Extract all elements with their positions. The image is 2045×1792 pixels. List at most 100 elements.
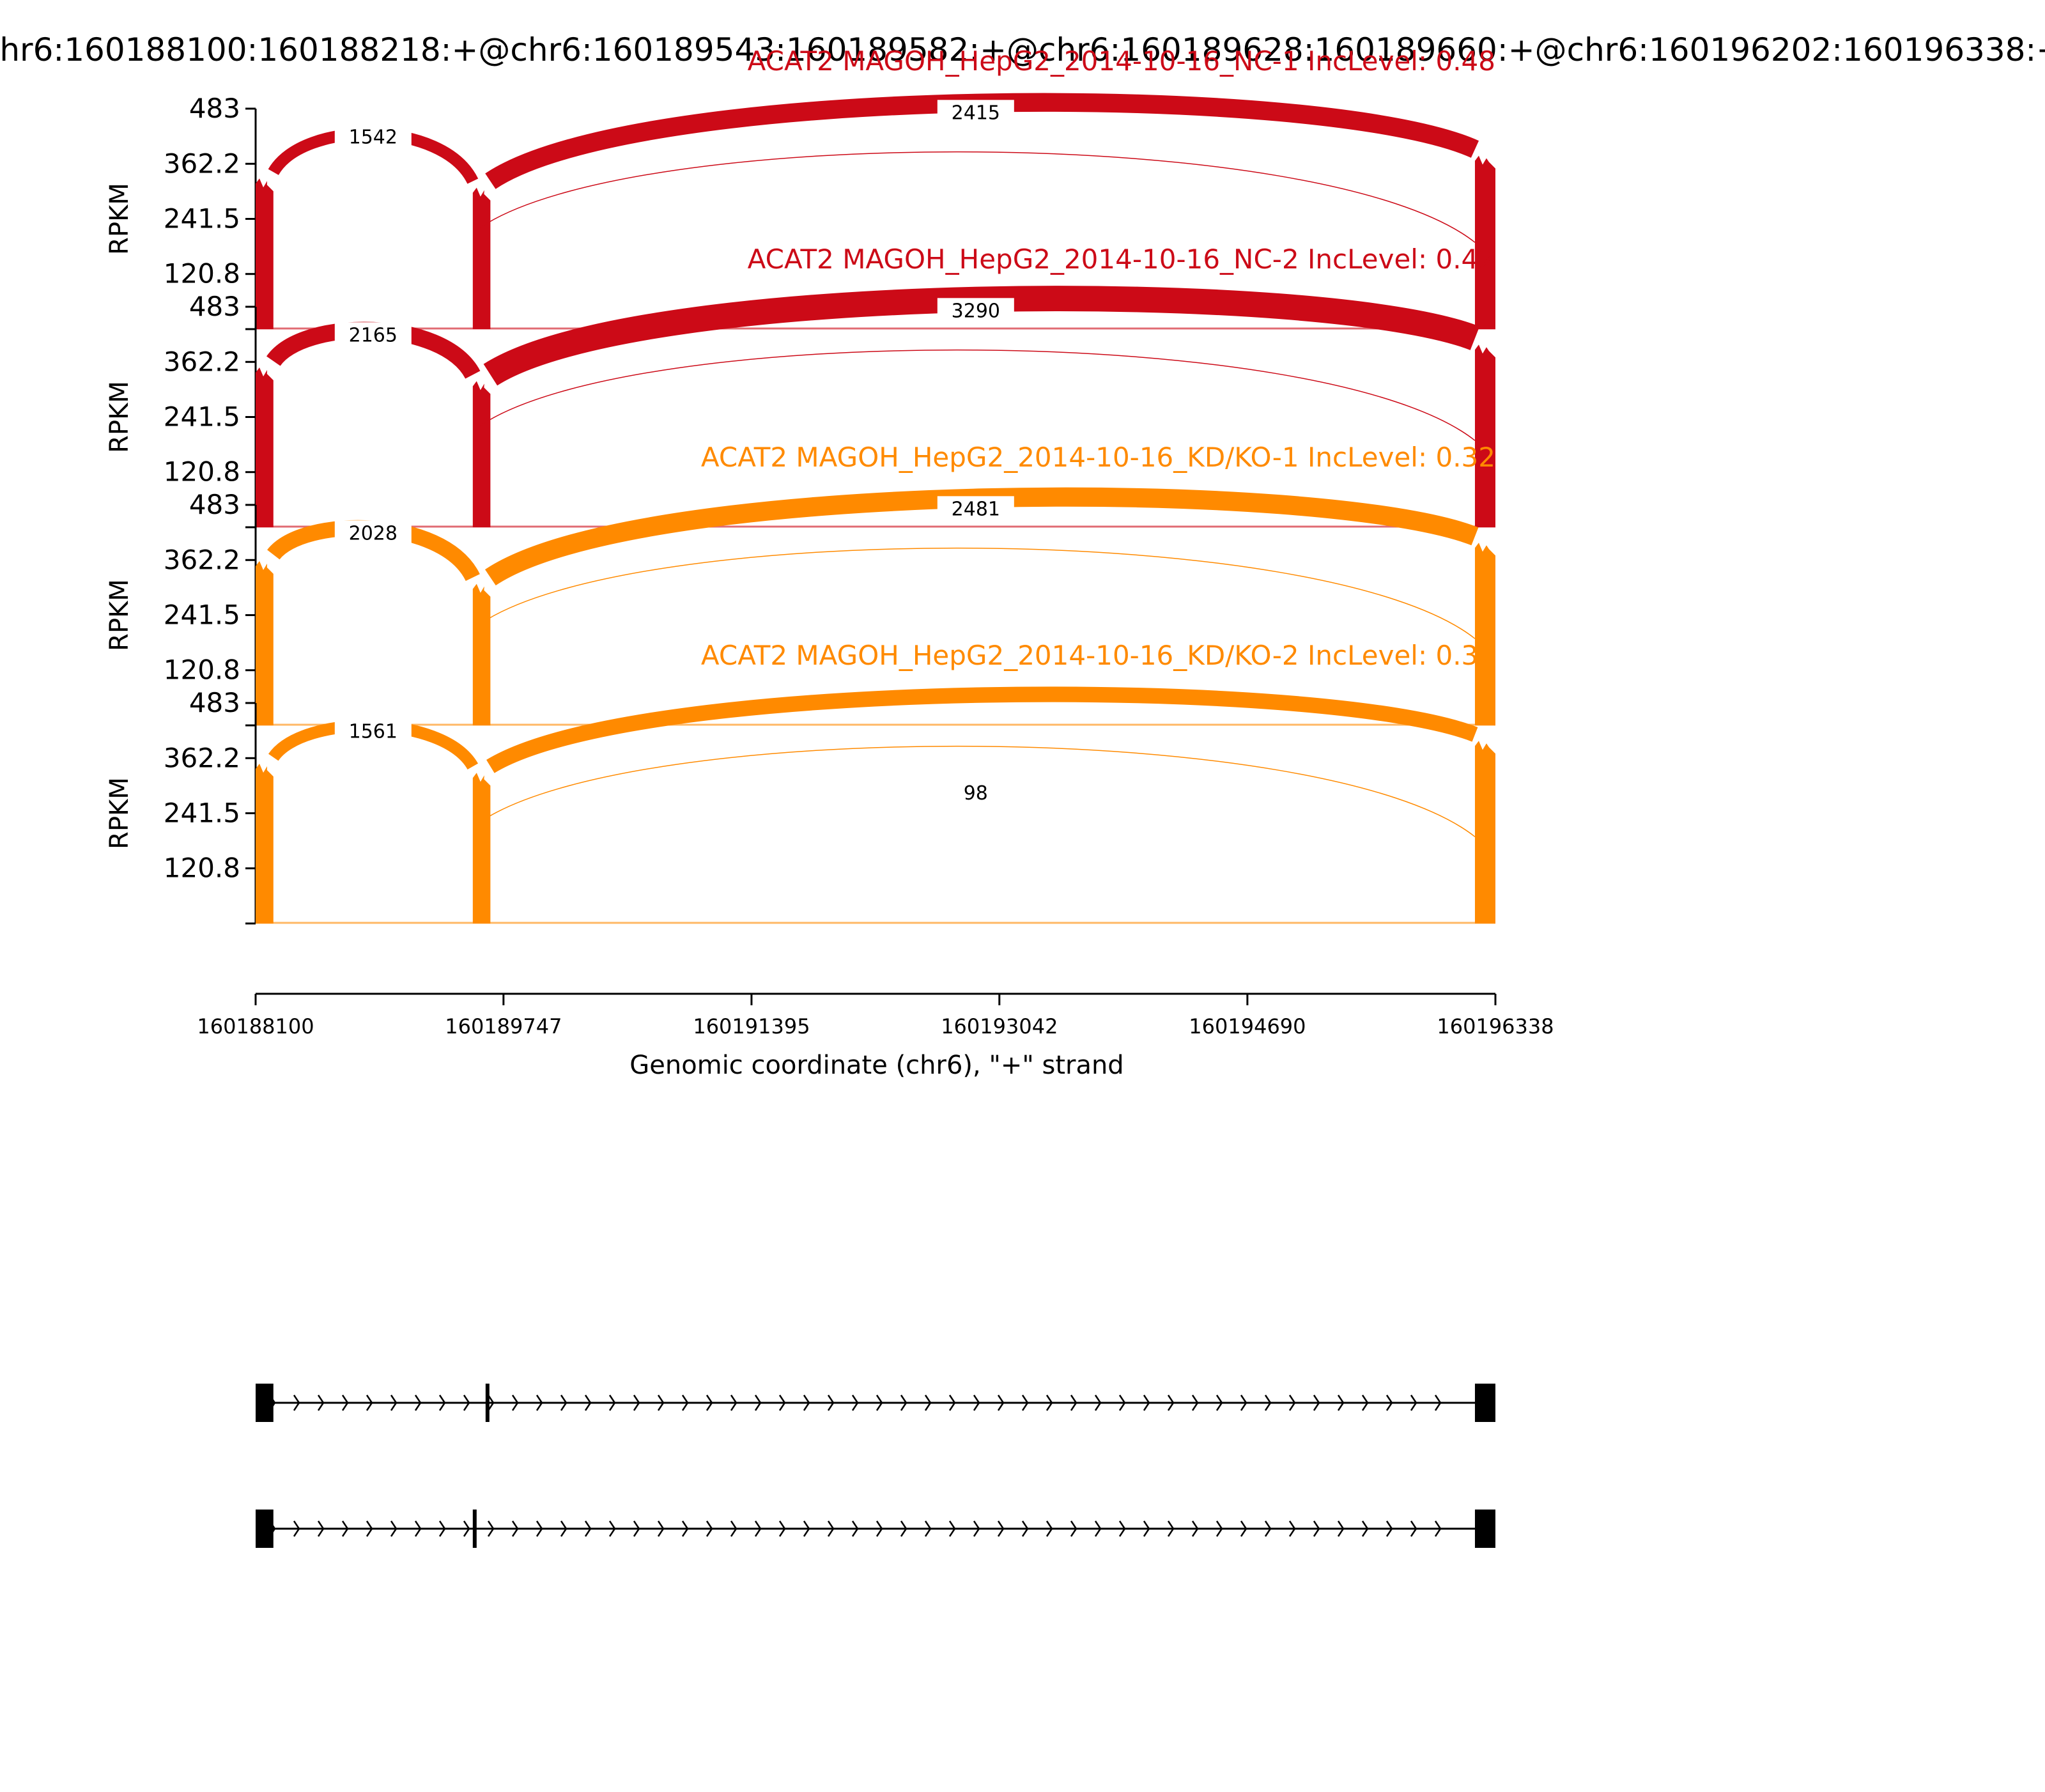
panel-title: ACAT2 MAGOH_HepG2_2014-10-16_NC-2 IncLev… — [748, 243, 1495, 275]
coverage-block — [472, 381, 491, 527]
junction-count-label: 2481 — [952, 498, 1000, 520]
strand-arrow — [633, 1394, 640, 1411]
strand-arrow — [1361, 1520, 1369, 1537]
y-axis-label: RPKM — [105, 777, 134, 849]
strand-arrow — [997, 1520, 1005, 1537]
strand-arrow — [511, 1520, 519, 1537]
coverage-block — [472, 773, 491, 923]
junction-count-label: 2415 — [952, 102, 1000, 124]
strand-arrow — [1313, 1394, 1320, 1411]
coverage-panel-3: ACAT2 MAGOH_HepG2_2014-10-16_KD/KO-1 Inc… — [105, 442, 1495, 727]
strand-arrow — [1434, 1520, 1442, 1537]
coverage-block — [1474, 741, 1495, 923]
y-tick-label: 483 — [189, 489, 240, 520]
strand-arrow — [1167, 1394, 1175, 1411]
strand-arrow — [1410, 1394, 1417, 1411]
strand-arrow — [827, 1520, 835, 1537]
coverage-block — [256, 178, 274, 329]
coverage-panel-4: ACAT2 MAGOH_HepG2_2014-10-16_KD/KO-2 Inc… — [105, 640, 1495, 925]
x-tick-label: 160188100 — [197, 1014, 314, 1039]
y-axis-label: RPKM — [105, 381, 134, 453]
panel-title: ACAT2 MAGOH_HepG2_2014-10-16_NC-1 IncLev… — [748, 45, 1495, 77]
y-tick-label: 362.2 — [164, 148, 240, 179]
exon-block — [256, 1510, 274, 1548]
transcript-1 — [256, 1384, 1495, 1422]
exon-block — [1474, 1384, 1495, 1422]
coverage-block — [1474, 344, 1495, 527]
strand-arrow — [730, 1394, 737, 1411]
strand-arrow — [706, 1520, 713, 1537]
strand-arrow — [1288, 1520, 1296, 1537]
strand-arrow — [293, 1394, 300, 1411]
strand-arrow — [754, 1520, 762, 1537]
x-tick-label: 160191395 — [693, 1014, 810, 1039]
strand-arrow — [1191, 1520, 1199, 1537]
junction-arc — [486, 686, 1478, 773]
strand-arrow — [560, 1520, 567, 1537]
y-tick-label: 483 — [189, 291, 240, 322]
coverage-block — [256, 367, 274, 527]
strand-arrow — [608, 1394, 616, 1411]
junction-count-box — [937, 780, 1014, 805]
junction-count-box — [937, 298, 1014, 323]
strand-arrow — [778, 1520, 786, 1537]
strand-arrow — [366, 1520, 373, 1537]
panel-title: ACAT2 MAGOH_HepG2_2014-10-16_KD/KO-2 Inc… — [701, 640, 1495, 671]
strand-arrow — [1118, 1520, 1126, 1537]
strand-arrow — [1094, 1520, 1102, 1537]
strand-arrow — [900, 1394, 907, 1411]
strand-arrow — [706, 1394, 713, 1411]
strand-arrow — [876, 1394, 883, 1411]
strand-arrow — [1215, 1394, 1223, 1411]
exon-block — [485, 1384, 490, 1422]
strand-arrow — [1118, 1394, 1126, 1411]
y-tick-label: 120.8 — [164, 258, 240, 290]
x-tick-label: 160189747 — [445, 1014, 562, 1039]
strand-arrow — [487, 1394, 495, 1411]
strand-arrow — [657, 1520, 665, 1537]
exon-block — [256, 1384, 274, 1422]
junction-count-label: 1542 — [349, 126, 397, 148]
y-axis-label: RPKM — [105, 183, 134, 255]
strand-arrow — [948, 1520, 956, 1537]
strand-arrow — [1337, 1520, 1345, 1537]
exon-block — [1474, 1510, 1495, 1548]
junction-arc — [478, 151, 1476, 243]
strand-arrow — [511, 1394, 519, 1411]
strand-arrow — [1313, 1520, 1320, 1537]
y-tick-label: 483 — [189, 687, 240, 718]
strand-arrow — [973, 1520, 980, 1537]
strand-arrow — [341, 1394, 349, 1411]
strand-arrow — [1215, 1520, 1223, 1537]
y-tick-label: 362.2 — [164, 544, 240, 575]
junction-count-label: 2165 — [349, 324, 397, 346]
strand-arrow — [924, 1520, 932, 1537]
junction-arc — [478, 547, 1476, 639]
strand-arrow — [1385, 1520, 1393, 1537]
y-tick-label: 120.8 — [164, 853, 240, 884]
strand-arrow — [536, 1394, 543, 1411]
strand-arrow — [1385, 1394, 1393, 1411]
transcript-2 — [256, 1510, 1495, 1548]
strand-arrow — [633, 1520, 640, 1537]
strand-arrow — [973, 1394, 980, 1411]
strand-arrow — [438, 1520, 446, 1537]
figure-title: chr6:160188100:160188218:+@chr6:16018954… — [0, 31, 2045, 68]
x-tick-label: 160194690 — [1189, 1014, 1306, 1039]
y-axis-label: RPKM — [105, 579, 134, 651]
strand-arrow — [924, 1394, 932, 1411]
strand-arrow — [293, 1520, 300, 1537]
panel-title: ACAT2 MAGOH_HepG2_2014-10-16_KD/KO-1 Inc… — [701, 442, 1495, 473]
strand-arrow — [1434, 1394, 1442, 1411]
junction-count-label: 3290 — [952, 300, 1000, 322]
y-tick-label: 241.5 — [164, 599, 240, 631]
strand-arrow — [390, 1394, 397, 1411]
x-tick-label: 160196338 — [1437, 1014, 1554, 1039]
strand-arrow — [681, 1520, 689, 1537]
y-tick-label: 241.5 — [164, 203, 240, 235]
junction-arc — [478, 745, 1476, 837]
y-tick-label: 120.8 — [164, 456, 240, 488]
strand-arrow — [341, 1520, 349, 1537]
